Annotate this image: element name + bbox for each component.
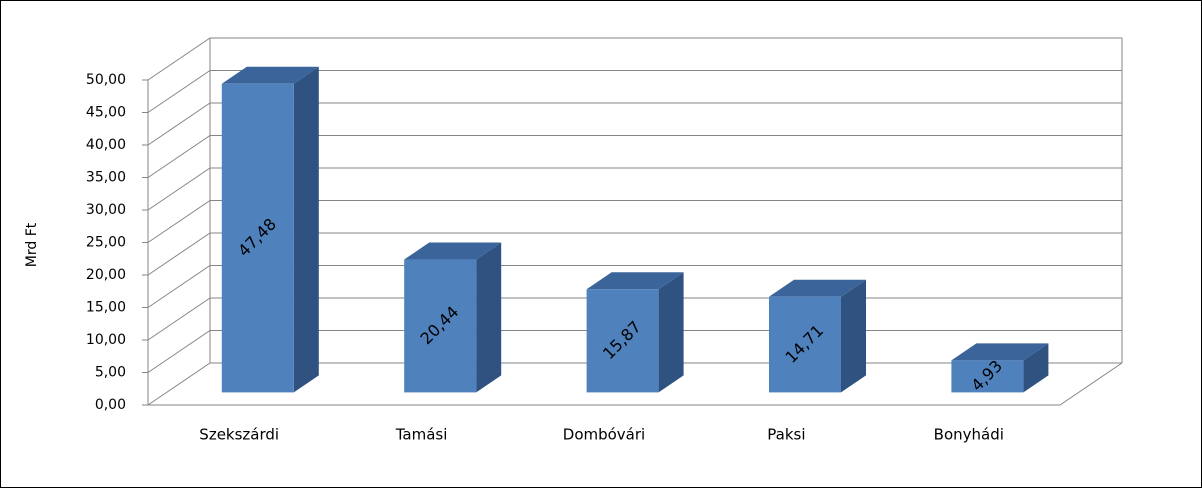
x-tick-label: Szekszárdi [199, 426, 279, 444]
y-tick-label: 25,00 [86, 235, 126, 251]
y-tick-label: 45,00 [86, 105, 126, 121]
bar-top [951, 343, 1049, 361]
grid-line [147, 167, 1122, 211]
y-tick-label: 35,00 [86, 170, 126, 186]
grid-line [147, 265, 1122, 308]
bar-top [221, 66, 319, 84]
bar-side [293, 66, 319, 393]
bar [951, 360, 1024, 393]
bar [221, 83, 294, 393]
y-tick-label: 20,00 [86, 267, 126, 283]
y-axis-label: Mrd Ft [24, 222, 40, 267]
bar [586, 289, 659, 393]
y-tick-label: 0,00 [95, 397, 126, 413]
floor [148, 362, 1123, 406]
grid-line [147, 102, 1122, 146]
y-tick-label: 15,00 [86, 300, 126, 316]
y-tick-label: 30,00 [86, 202, 126, 218]
bar-top [769, 279, 866, 297]
bar [769, 296, 841, 393]
bar-top [586, 272, 684, 290]
bar [404, 259, 477, 393]
y-tick-label: 10,00 [86, 332, 126, 348]
x-tick-label: Tamási [395, 426, 448, 444]
y-tick-label: 50,00 [86, 72, 126, 88]
bars: Szekszárdi47,48Tamási20,44Dombóvári15,87… [199, 66, 1049, 444]
bar-side [476, 242, 502, 393]
y-tick-label: 5,00 [95, 365, 126, 381]
bar-top [404, 242, 502, 260]
grid-line [147, 135, 1122, 178]
grid-line [147, 232, 1122, 276]
grid-line [147, 37, 1122, 81]
x-tick-label: Paksi [767, 426, 805, 444]
x-tick-label: Bonyhádi [934, 426, 1004, 444]
grid-line [147, 200, 1122, 243]
bar-side [658, 272, 684, 393]
y-tick-label: 40,00 [86, 137, 126, 153]
grid-line [147, 70, 1122, 113]
x-tick-label: Dombóvári [563, 426, 645, 444]
bar-side [841, 279, 866, 393]
bar-side [1023, 343, 1049, 393]
